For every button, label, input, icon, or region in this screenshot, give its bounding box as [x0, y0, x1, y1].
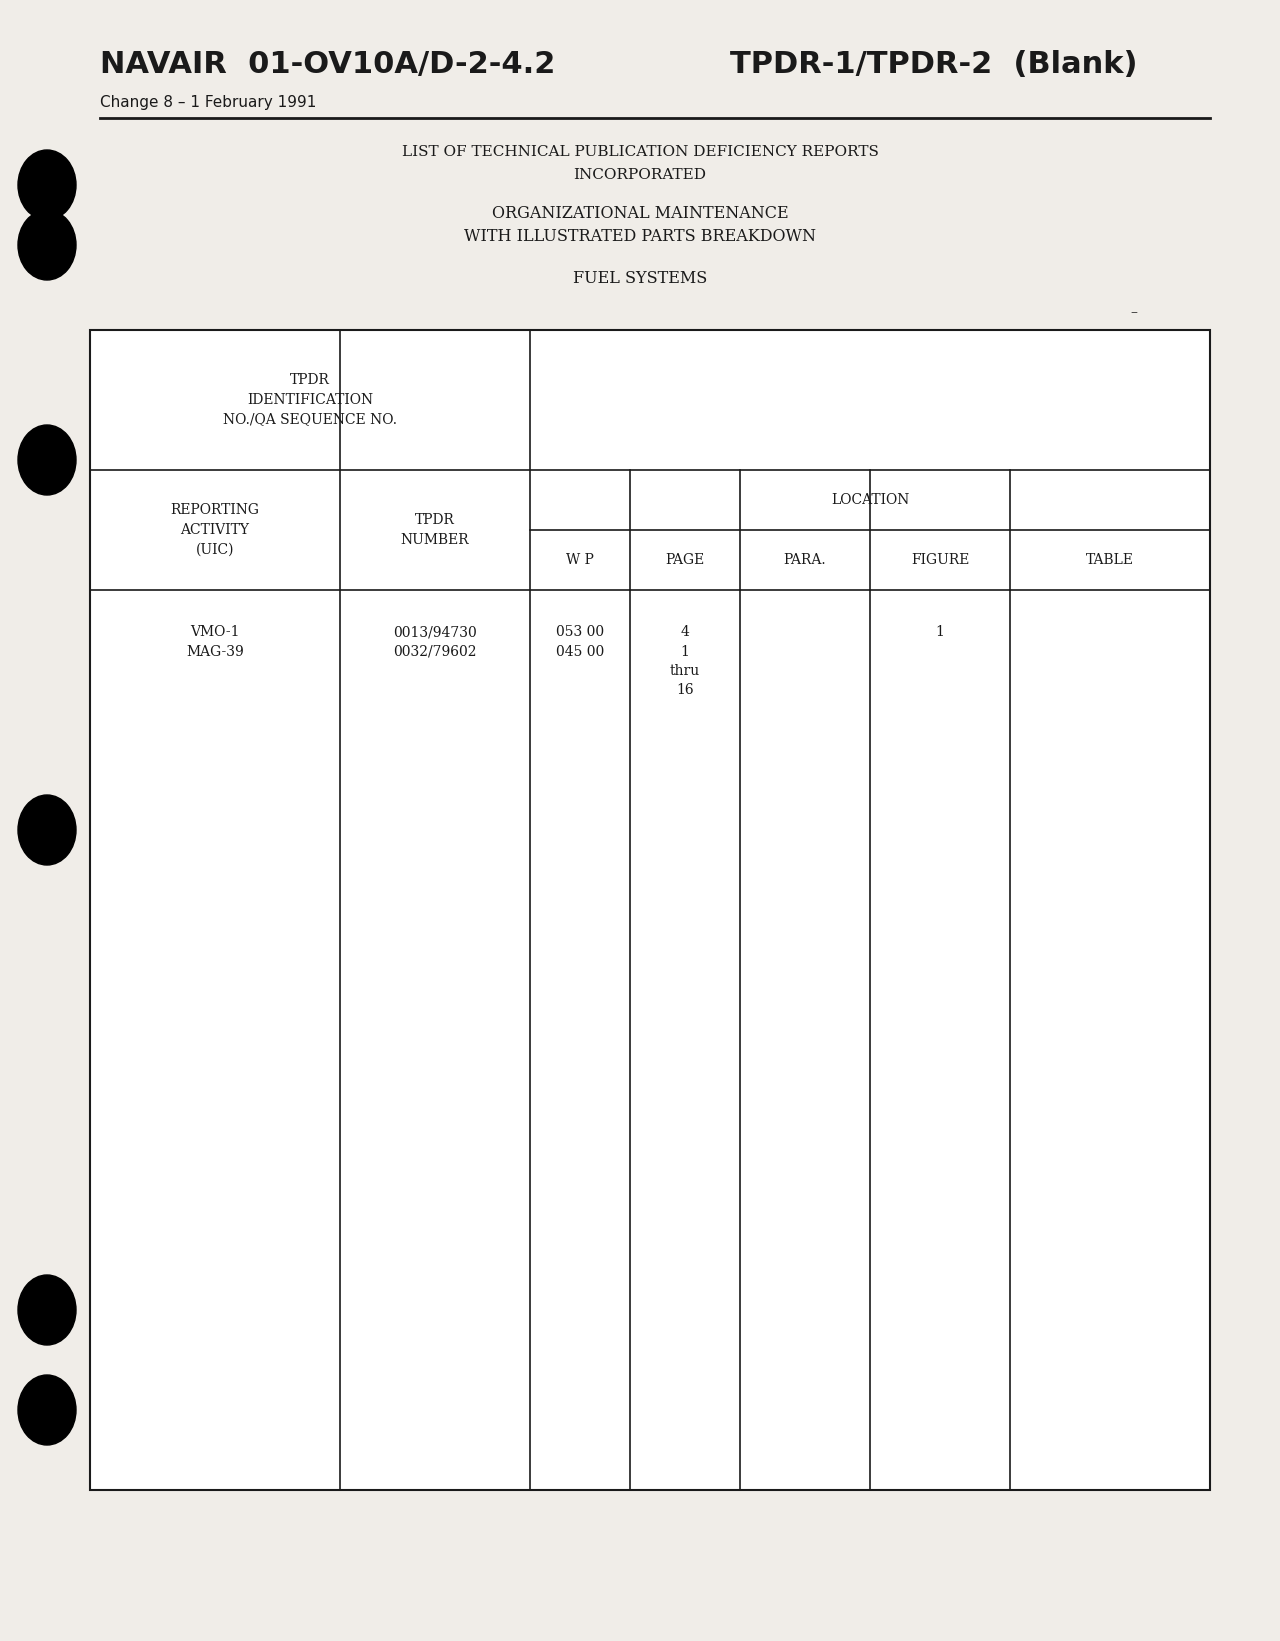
- Ellipse shape: [18, 210, 76, 281]
- Ellipse shape: [18, 149, 76, 220]
- Text: TPDR
NUMBER: TPDR NUMBER: [401, 514, 470, 546]
- Ellipse shape: [18, 1375, 76, 1446]
- Text: Change 8 – 1 February 1991: Change 8 – 1 February 1991: [100, 95, 316, 110]
- Text: INCORPORATED: INCORPORATED: [573, 167, 707, 182]
- Ellipse shape: [18, 425, 76, 496]
- Text: FIGURE: FIGURE: [911, 553, 969, 568]
- Text: 4
1
thru
16: 4 1 thru 16: [669, 625, 700, 697]
- Text: NAVAIR  01-OV10A/D-2-4.2: NAVAIR 01-OV10A/D-2-4.2: [100, 49, 556, 79]
- Text: 1: 1: [936, 625, 945, 638]
- Bar: [90, 330, 1210, 1490]
- Text: FUEL SYSTEMS: FUEL SYSTEMS: [573, 271, 707, 287]
- Text: 053 00
045 00: 053 00 045 00: [556, 625, 604, 658]
- Text: –: –: [1130, 305, 1137, 318]
- Text: WITH ILLUSTRATED PARTS BREAKDOWN: WITH ILLUSTRATED PARTS BREAKDOWN: [465, 228, 817, 245]
- Ellipse shape: [18, 1275, 76, 1346]
- Text: W P: W P: [566, 553, 594, 568]
- Text: PAGE: PAGE: [666, 553, 704, 568]
- Text: REPORTING
ACTIVITY
(UIC): REPORTING ACTIVITY (UIC): [170, 504, 260, 556]
- Text: 0013/94730
0032/79602: 0013/94730 0032/79602: [393, 625, 477, 658]
- Text: LOCATION: LOCATION: [831, 492, 909, 507]
- Text: PARA.: PARA.: [783, 553, 827, 568]
- Text: LIST OF TECHNICAL PUBLICATION DEFICIENCY REPORTS: LIST OF TECHNICAL PUBLICATION DEFICIENCY…: [402, 144, 878, 159]
- Text: TPDR-1/TPDR-2  (Blank): TPDR-1/TPDR-2 (Blank): [730, 49, 1138, 79]
- Text: ORGANIZATIONAL MAINTENANCE: ORGANIZATIONAL MAINTENANCE: [492, 205, 788, 222]
- Ellipse shape: [18, 794, 76, 865]
- Text: TABLE: TABLE: [1085, 553, 1134, 568]
- Text: TPDR
IDENTIFICATION
NO./QA SEQUENCE NO.: TPDR IDENTIFICATION NO./QA SEQUENCE NO.: [223, 374, 397, 427]
- Text: VMO-1
MAG-39: VMO-1 MAG-39: [186, 625, 244, 658]
